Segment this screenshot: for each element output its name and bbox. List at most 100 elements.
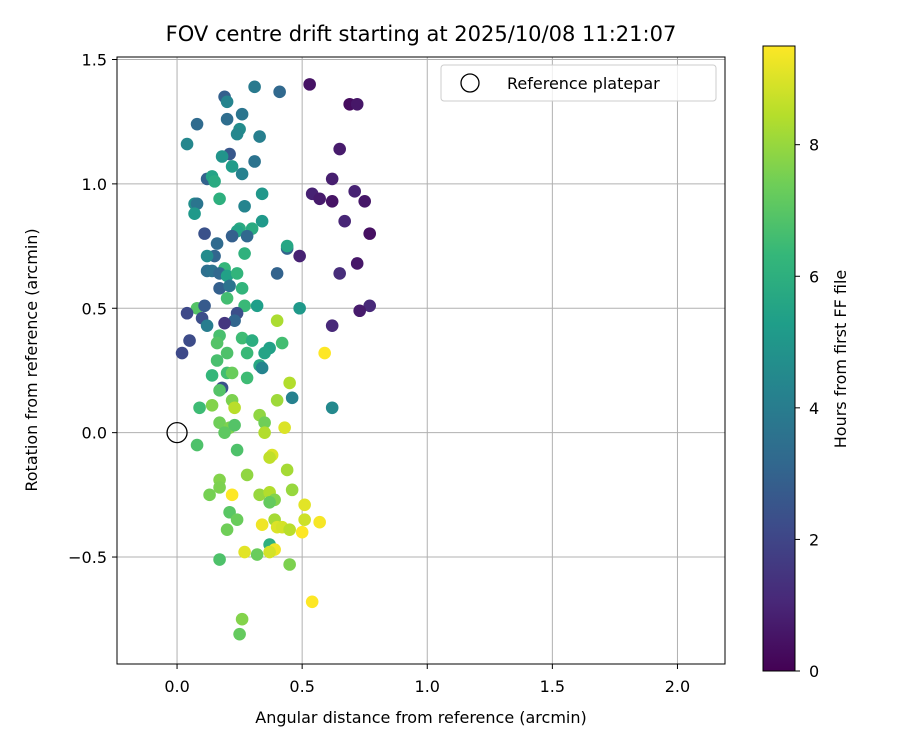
data-point — [180, 137, 194, 151]
data-point — [238, 545, 251, 559]
y-tick-label: 1.0 — [82, 175, 107, 194]
data-point — [240, 229, 254, 243]
data-point — [275, 336, 289, 350]
data-point — [175, 346, 189, 360]
data-points — [175, 78, 377, 641]
reference-platepar-marker — [166, 421, 188, 444]
data-point — [325, 172, 339, 186]
data-point — [228, 418, 241, 432]
data-point — [235, 107, 249, 121]
x-tick-label: 1.5 — [540, 677, 565, 696]
data-point — [228, 314, 241, 327]
data-point — [273, 85, 286, 99]
data-point — [303, 78, 316, 91]
data-point — [198, 227, 211, 240]
data-point — [220, 292, 234, 305]
data-point — [213, 481, 226, 494]
data-point — [313, 515, 326, 529]
y-axis-ticks: −0.5 0.0 0.5 1.0 1.5 — [68, 50, 117, 567]
data-point — [280, 463, 294, 477]
data-point — [205, 369, 219, 382]
legend-box — [440, 64, 717, 102]
data-point — [325, 319, 339, 332]
data-point — [270, 314, 284, 327]
x-axis-label: Angular distance from reference (arcmin) — [255, 708, 586, 727]
y-tick-label: 0.5 — [82, 299, 107, 318]
data-point — [230, 513, 244, 527]
data-point — [333, 267, 346, 280]
data-point — [235, 612, 249, 626]
data-point — [225, 366, 239, 380]
x-tick-label: 0.5 — [289, 677, 314, 696]
colorbar-tick-label: 8 — [809, 136, 819, 155]
data-point — [240, 371, 254, 385]
data-point — [338, 214, 351, 228]
colorbar: 0 2 4 6 8 Hours from first FF file — [762, 45, 850, 681]
colorbar-label: Hours from first FF file — [831, 270, 850, 449]
data-point — [283, 558, 296, 571]
grid-lines — [117, 57, 725, 664]
data-point — [210, 237, 224, 250]
data-point — [213, 416, 226, 429]
data-point — [230, 127, 244, 141]
data-point — [255, 187, 269, 201]
data-point — [225, 160, 239, 173]
data-point — [220, 95, 234, 109]
data-point — [298, 498, 311, 512]
data-point — [253, 130, 266, 143]
data-point — [208, 175, 221, 188]
x-tick-label: 2.0 — [665, 677, 690, 696]
plot-frame — [116, 56, 726, 665]
data-point — [313, 192, 326, 206]
data-point — [220, 269, 234, 283]
data-point — [233, 627, 246, 641]
data-point — [270, 394, 284, 407]
data-point — [350, 257, 364, 270]
data-point — [213, 553, 226, 566]
data-point — [350, 97, 364, 111]
data-point — [220, 112, 234, 126]
data-point — [203, 488, 216, 502]
data-point — [235, 331, 249, 345]
data-point — [218, 426, 231, 439]
data-point — [293, 249, 306, 263]
colorbar-tick-label: 2 — [809, 530, 819, 549]
data-point — [190, 438, 204, 452]
x-tick-label: 1.0 — [415, 677, 440, 696]
data-point — [225, 229, 239, 243]
data-point — [223, 279, 236, 293]
data-point — [358, 194, 372, 208]
data-point — [200, 319, 214, 332]
data-point — [258, 346, 271, 360]
data-point — [190, 197, 204, 211]
data-point — [235, 282, 249, 295]
data-point — [245, 334, 259, 347]
data-point — [255, 518, 269, 531]
y-tick-label: 1.5 — [82, 50, 107, 69]
legend: Reference platepar — [440, 64, 717, 102]
data-point — [283, 523, 296, 536]
data-point — [255, 361, 269, 375]
data-point — [200, 249, 214, 263]
data-point — [213, 192, 226, 206]
data-point — [295, 525, 309, 539]
data-point — [248, 155, 261, 168]
y-axis-label: Rotation from reference (arcmin) — [22, 228, 41, 491]
data-point — [263, 495, 276, 509]
data-point — [250, 548, 264, 561]
data-point — [298, 513, 311, 527]
data-point — [263, 545, 276, 559]
legend-marker-icon — [460, 73, 480, 93]
colorbar-tick-label: 4 — [809, 399, 819, 418]
data-point — [258, 416, 271, 429]
data-point — [210, 336, 224, 350]
x-axis-ticks: 0.0 0.5 1.0 1.5 2.0 — [164, 664, 690, 696]
data-point — [225, 488, 239, 502]
data-point — [258, 426, 271, 439]
data-point — [363, 227, 377, 240]
data-point — [285, 483, 299, 497]
y-tick-label: 0.0 — [82, 424, 107, 443]
data-point — [213, 384, 226, 397]
legend-entry-reference: Reference platepar — [507, 74, 660, 93]
x-tick-label: 0.0 — [164, 677, 189, 696]
